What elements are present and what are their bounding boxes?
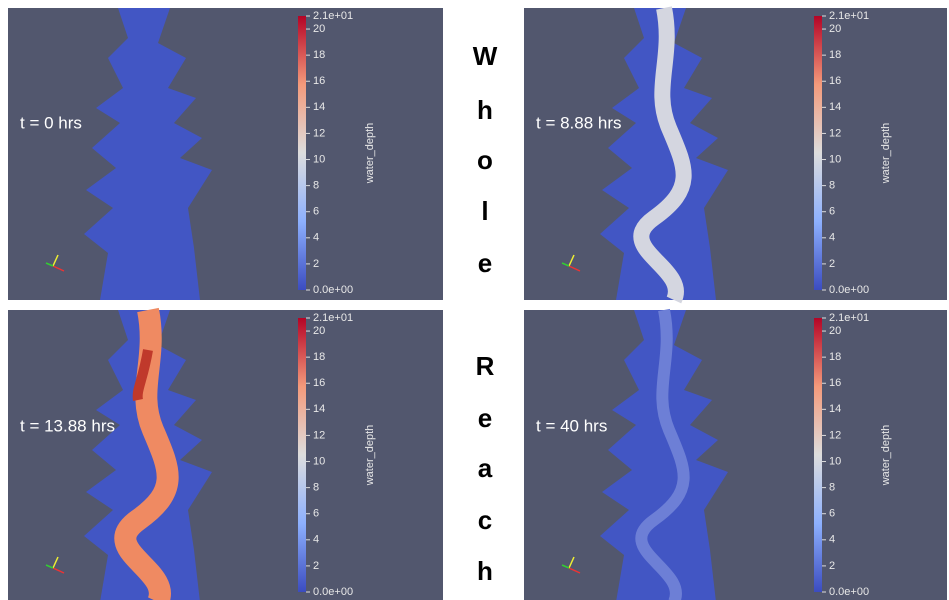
colorbar-tick-label: 14 [829,101,841,113]
colorbar-tick-label: 16 [829,377,841,389]
side-letter: h [477,95,493,125]
side-letter: e [478,403,492,433]
colorbar-tick-label: 2 [829,258,835,270]
colorbar-tick-label: 6 [313,206,319,218]
colorbar-tick-label: 12 [829,127,841,139]
colorbar-tick-label: 16 [829,75,841,87]
colorbar-tick-label: 20 [313,23,325,35]
colorbar-tick-label: 6 [829,206,835,218]
colorbar-tick-label: 4 [829,232,835,244]
time-label: t = 8.88 hrs [536,113,622,132]
colorbar-tick-label: 0.0e+00 [829,586,869,598]
side-letter: c [478,505,492,535]
colorbar-tick-label: 18 [313,49,325,61]
colorbar-tick-label: 20 [829,325,841,337]
side-letter: o [477,145,493,175]
colorbar-tick-label: 10 [313,153,325,165]
colorbar-tick-label: 10 [829,455,841,467]
colorbar-tick-label: 2.1e+01 [829,10,869,22]
colorbar-tick-label: 4 [313,232,319,244]
colorbar-tick-label: 6 [313,508,319,520]
colorbar-tick-label: 2.1e+01 [313,10,353,22]
colorbar [814,16,822,290]
colorbar-tick-label: 8 [829,482,835,494]
colorbar-title: water_depth [880,425,892,487]
colorbar-tick-label: 4 [313,534,319,546]
colorbar-tick-label: 18 [313,351,325,363]
colorbar-tick-label: 4 [829,534,835,546]
colorbar-tick-label: 12 [313,127,325,139]
side-letter: e [478,248,492,278]
side-letter: R [476,351,495,381]
side-letter: a [478,453,493,483]
colorbar-tick-label: 6 [829,508,835,520]
colorbar [814,318,822,592]
render-background [8,8,443,300]
colorbar-tick-label: 2 [829,560,835,572]
colorbar-tick-label: 8 [313,180,319,192]
time-label: t = 0 hrs [20,113,82,132]
side-letter: W [473,41,498,71]
colorbar-tick-label: 0.0e+00 [829,284,869,296]
side-letter: l [481,196,488,226]
colorbar [298,16,306,290]
colorbar-tick-label: 8 [829,180,835,192]
colorbar-tick-label: 2.1e+01 [829,312,869,324]
colorbar-tick-label: 10 [829,153,841,165]
colorbar-tick-label: 10 [313,455,325,467]
colorbar-tick-label: 18 [829,49,841,61]
render-background [8,310,443,600]
colorbar-tick-label: 20 [313,325,325,337]
colorbar-tick-label: 16 [313,75,325,87]
colorbar-tick-label: 12 [829,429,841,441]
colorbar-tick-label: 18 [829,351,841,363]
time-label: t = 13.88 hrs [20,416,115,435]
colorbar-tick-label: 0.0e+00 [313,284,353,296]
colorbar-tick-label: 2.1e+01 [313,312,353,324]
colorbar-tick-label: 14 [313,101,325,113]
colorbar [298,318,306,592]
colorbar-title: water_depth [364,425,376,487]
colorbar-title: water_depth [880,123,892,185]
colorbar-tick-label: 20 [829,23,841,35]
figure: t = 0 hrs2.1e+0120181614121086420.0e+00w… [0,0,949,600]
colorbar-tick-label: 12 [313,429,325,441]
colorbar-tick-label: 2 [313,258,319,270]
colorbar-tick-label: 14 [829,403,841,415]
colorbar-tick-label: 0.0e+00 [313,586,353,598]
colorbar-tick-label: 2 [313,560,319,572]
colorbar-tick-label: 8 [313,482,319,494]
colorbar-title: water_depth [364,123,376,185]
time-label: t = 40 hrs [536,416,607,435]
colorbar-tick-label: 14 [313,403,325,415]
page: t = 0 hrs2.1e+0120181614121086420.0e+00w… [0,0,949,600]
side-letter: h [477,556,493,586]
colorbar-tick-label: 16 [313,377,325,389]
